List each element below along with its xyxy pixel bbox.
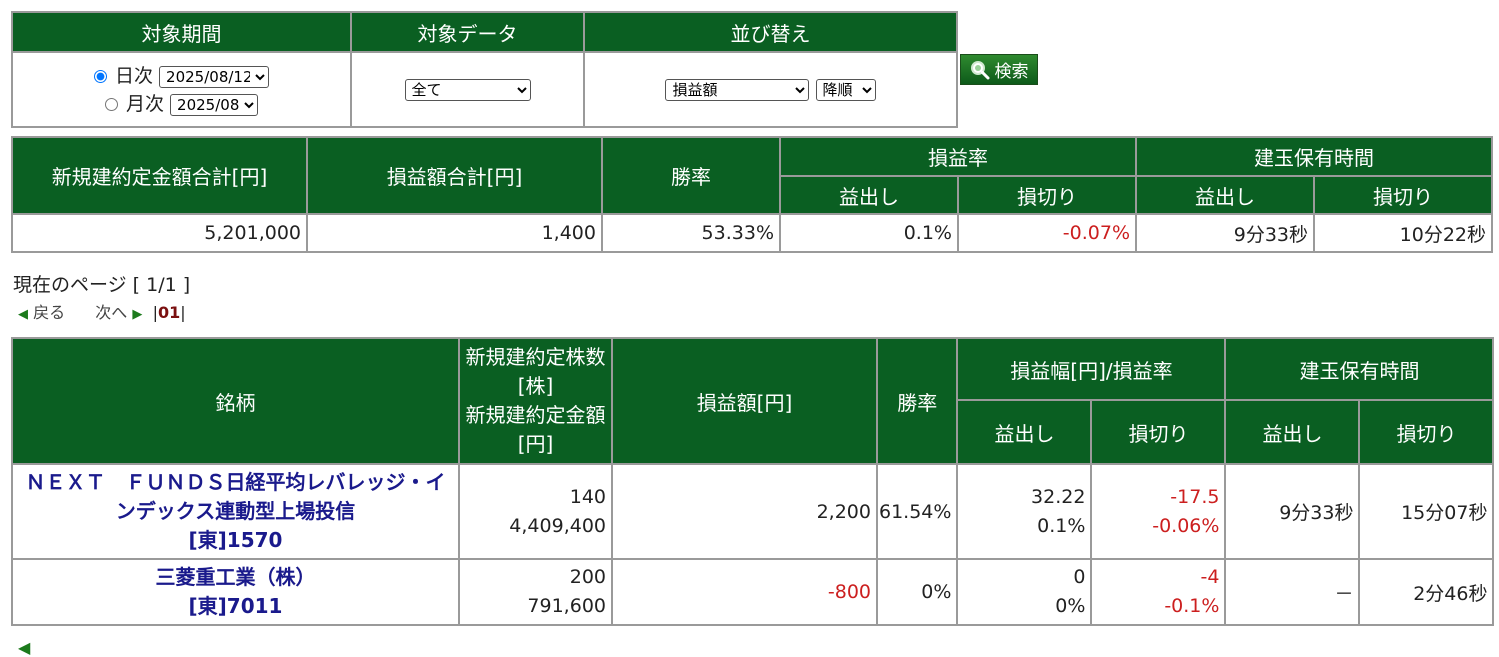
range-header: 損益幅[円]/損益率: [956, 337, 1227, 401]
stock-code-link[interactable]: [東]7011: [188, 594, 283, 618]
current-page-label: 現在のページ [ 1/1 ]: [13, 274, 191, 296]
range-loss-cell: -4 -0.1%: [1090, 558, 1227, 626]
stock-cell: 三菱重工業（株） [東]7011: [11, 558, 460, 626]
magnifier-icon: [970, 60, 989, 79]
win-rate-value: 53.33%: [601, 213, 781, 253]
pl-rate-profit-value: 0.1%: [779, 213, 959, 253]
filter-table: 対象期間 対象データ 並び替え 日次 2025/08/12 月次 2025/08…: [11, 11, 958, 128]
period-header: 対象期間: [11, 11, 352, 53]
prev-arrow-icon: ◀: [18, 307, 28, 322]
win-rate-header: 勝率: [875, 337, 959, 465]
hold-time-header: 建玉保有時間: [1224, 337, 1495, 401]
range-loss-cell: -17.5 -0.06%: [1090, 463, 1227, 560]
pl-rate-loss-header: 損切り: [957, 175, 1137, 215]
summary-table: 新規建約定金額合計[円] 損益額合計[円] 勝率 損益率 建玉保有時間 益出し …: [11, 136, 1493, 253]
hold-profit-header: 益出し: [1224, 399, 1361, 465]
amount-value: 791,600: [527, 595, 606, 617]
page-divider: |: [180, 303, 186, 322]
range-loss-header: 損切り: [1090, 399, 1227, 465]
hold-loss-value: 15分07秒: [1358, 463, 1495, 560]
page-link-01[interactable]: 01: [157, 303, 181, 322]
table-row: 三菱重工業（株） [東]7011 200 791,600 -800 0% 0 0…: [11, 558, 1495, 626]
daily-date-select[interactable]: 2025/08/12: [159, 65, 270, 88]
next-link[interactable]: 次へ: [95, 303, 128, 322]
qty-value: 200: [569, 566, 606, 588]
data-header: 対象データ: [350, 11, 585, 53]
pager: ◀ 戻る 次へ ▶ |01|: [18, 299, 186, 323]
total-pl-header: 損益額合計[円]: [306, 136, 603, 215]
profit-rate-value: 0%: [1055, 595, 1086, 617]
hold-profit-value: 9分33秒: [1224, 463, 1361, 560]
sort-select[interactable]: 損益額: [665, 79, 810, 101]
profit-rate-value: 0.1%: [1037, 514, 1086, 537]
pl-rate-loss-value: -0.07%: [957, 213, 1137, 253]
qty-amount-cell: 200 791,600: [458, 558, 613, 626]
profit-range-value: 32.22: [1031, 485, 1086, 508]
range-profit-cell: 0 0%: [956, 558, 1093, 626]
total-pl-value: 1,400: [306, 213, 603, 253]
loss-rate-value: -0.1%: [1164, 595, 1220, 617]
qty-amount-header: 新規建約定株数 [株] 新規建約定金額 [円]: [458, 337, 613, 465]
sort-header: 並び替え: [583, 11, 958, 53]
detail-table: 銘柄 新規建約定株数 [株] 新規建約定金額 [円] 損益額[円] 勝率 損益幅…: [11, 337, 1495, 626]
stock-name-link[interactable]: ＮＥＸＴ ＦＵＮＤＳ日経平均レバレッジ・インデックス連動型上場投信: [25, 470, 446, 523]
qty-header-line2: [株]: [517, 374, 554, 398]
prev-link[interactable]: 戻る: [33, 303, 66, 322]
next-arrow-icon: ▶: [132, 307, 143, 322]
range-profit-cell: 32.22 0.1%: [956, 463, 1093, 560]
win-rate-header: 勝率: [601, 136, 781, 215]
page-divider: |: [147, 303, 158, 322]
stock-code-link[interactable]: [東]1570: [188, 528, 283, 552]
hold-loss-header: 損切り: [1313, 175, 1493, 215]
pl-header: 損益額[円]: [611, 337, 878, 465]
monthly-radio[interactable]: [104, 97, 118, 111]
hold-loss-value: 10分22秒: [1313, 213, 1493, 253]
stock-header: 銘柄: [11, 337, 460, 465]
data-select[interactable]: 全て: [404, 79, 531, 101]
qty-amount-cell: 140 4,409,400: [458, 463, 613, 560]
hold-loss-header: 損切り: [1358, 399, 1495, 465]
sort-cell: 損益額 降順: [583, 51, 958, 128]
profit-range-value: 0: [1073, 566, 1086, 588]
hold-profit-value: －: [1224, 558, 1361, 626]
search-button[interactable]: 検索: [960, 54, 1038, 85]
stock-name-link[interactable]: 三菱重工業（株）: [155, 565, 316, 589]
pl-value: -800: [611, 558, 878, 626]
hold-time-header: 建玉保有時間: [1135, 136, 1493, 177]
data-cell: 全て: [350, 51, 585, 128]
total-amount-header: 新規建約定金額合計[円]: [11, 136, 308, 215]
pl-value: 2,200: [611, 463, 878, 560]
hold-profit-value: 9分33秒: [1135, 213, 1315, 253]
table-row: ＮＥＸＴ ＦＵＮＤＳ日経平均レバレッジ・インデックス連動型上場投信 [東]157…: [11, 463, 1495, 560]
period-cell: 日次 2025/08/12 月次 2025/08: [11, 51, 352, 128]
loss-range-value: -4: [1200, 566, 1220, 588]
win-rate-value: 61.54%: [875, 463, 959, 560]
pl-rate-profit-header: 益出し: [779, 175, 959, 215]
order-select[interactable]: 降順: [815, 79, 876, 101]
monthly-date-select[interactable]: 2025/08: [170, 93, 259, 116]
search-label: 検索: [994, 62, 1029, 82]
win-rate-value: 0%: [875, 558, 959, 626]
amt-header-line1: 新規建約定金額: [465, 403, 606, 427]
qty-header-line1: 新規建約定株数: [465, 345, 606, 369]
hold-profit-header: 益出し: [1135, 175, 1315, 215]
daily-radio[interactable]: [93, 69, 107, 83]
loss-rate-value: -0.06%: [1152, 514, 1220, 537]
stock-cell: ＮＥＸＴ ＦＵＮＤＳ日経平均レバレッジ・インデックス連動型上場投信 [東]157…: [11, 463, 460, 560]
monthly-label: 月次: [125, 92, 164, 115]
loss-range-value: -17.5: [1170, 485, 1220, 508]
daily-label: 日次: [114, 64, 153, 87]
qty-value: 140: [569, 485, 606, 508]
amt-header-line2: [円]: [517, 432, 554, 456]
amount-value: 4,409,400: [509, 514, 606, 537]
range-profit-header: 益出し: [956, 399, 1093, 465]
hold-loss-value: 2分46秒: [1358, 558, 1495, 626]
pl-rate-header: 損益率: [779, 136, 1137, 177]
total-amount-value: 5,201,000: [11, 213, 308, 253]
